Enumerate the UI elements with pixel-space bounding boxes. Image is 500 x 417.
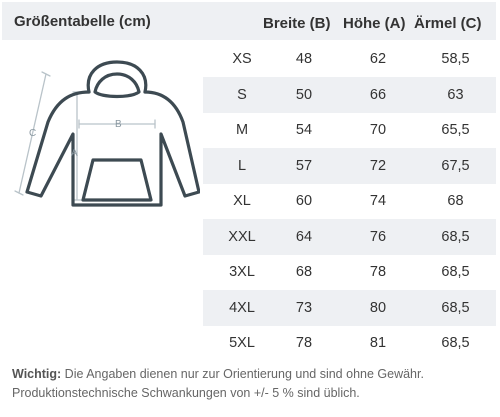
width-cell: 57: [295, 157, 313, 174]
sleeve-cell: 68,5: [441, 299, 470, 316]
width-cell: 68: [295, 264, 313, 280]
table-row: M 54 70 65,5: [203, 112, 496, 148]
width-cell: 73: [295, 299, 313, 316]
hoodie-outline: [25, 60, 200, 207]
sleeve-cell: 68,5: [441, 228, 470, 245]
sleeve-cell: 63: [447, 86, 464, 103]
sleeve-cell: 58,5: [441, 51, 470, 67]
width-cell: 50: [295, 86, 313, 103]
table-row: 5XL 78 81 68,5: [203, 325, 496, 361]
width-cell: 60: [295, 193, 313, 209]
table-row: 3XL 68 78 68,5: [203, 254, 496, 290]
header-height: Höhe (A): [343, 15, 406, 32]
header-width: Breite (B): [263, 15, 331, 32]
label-b: B: [115, 119, 122, 130]
height-cell: 66: [369, 86, 387, 103]
table-header: Größentabelle (cm) Breite (B) Höhe (A) Ä…: [2, 2, 496, 40]
height-cell: 80: [369, 299, 387, 316]
header-sleeve: Ärmel (C): [414, 15, 482, 32]
sleeve-cell: 65,5: [441, 122, 470, 138]
label-a: A: [71, 148, 78, 159]
height-cell: 81: [369, 335, 387, 351]
disclaimer-note: Wichtig: Die Angaben dienen nur zur Orie…: [12, 365, 492, 403]
note-label: Wichtig:: [12, 367, 62, 381]
width-cell: 78: [295, 335, 313, 351]
size-cell: XS: [232, 51, 252, 67]
table-row: XL 60 74 68: [203, 183, 496, 219]
size-cell: L: [237, 157, 247, 174]
sleeve-cell: 67,5: [441, 157, 470, 174]
note-text: Die Angaben dienen nur zur Orientierung …: [12, 367, 424, 400]
height-cell: 62: [369, 51, 387, 67]
sleeve-cell: 68,5: [441, 335, 470, 351]
label-c: C: [29, 128, 36, 139]
size-cell: 3XL: [229, 264, 255, 280]
height-cell: 74: [369, 193, 387, 209]
table-row: XS 48 62 58,5: [203, 41, 496, 77]
table-row: XXL 64 76 68,5: [203, 218, 496, 255]
table-row: 4XL 73 80 68,5: [203, 289, 496, 326]
sleeve-cell: 68: [447, 193, 464, 209]
width-cell: 64: [295, 228, 313, 245]
sleeve-cell: 68,5: [441, 264, 470, 280]
height-cell: 78: [369, 264, 387, 280]
table-title: Größentabelle (cm): [14, 13, 151, 30]
size-cell: M: [235, 122, 249, 138]
size-cell: S: [237, 86, 247, 103]
height-cell: 70: [369, 122, 387, 138]
width-cell: 54: [295, 122, 313, 138]
table-row: S 50 66 63: [203, 76, 496, 113]
size-cell: 4XL: [229, 299, 255, 316]
hoodie-measurement-illustration: C A B: [14, 60, 200, 207]
size-cell: XL: [233, 193, 251, 209]
table-row: L 57 72 67,5: [203, 147, 496, 184]
size-cell: 5XL: [229, 335, 255, 351]
width-cell: 48: [295, 51, 313, 67]
height-cell: 72: [369, 157, 387, 174]
height-cell: 76: [369, 228, 387, 245]
size-cell: XXL: [228, 228, 256, 245]
